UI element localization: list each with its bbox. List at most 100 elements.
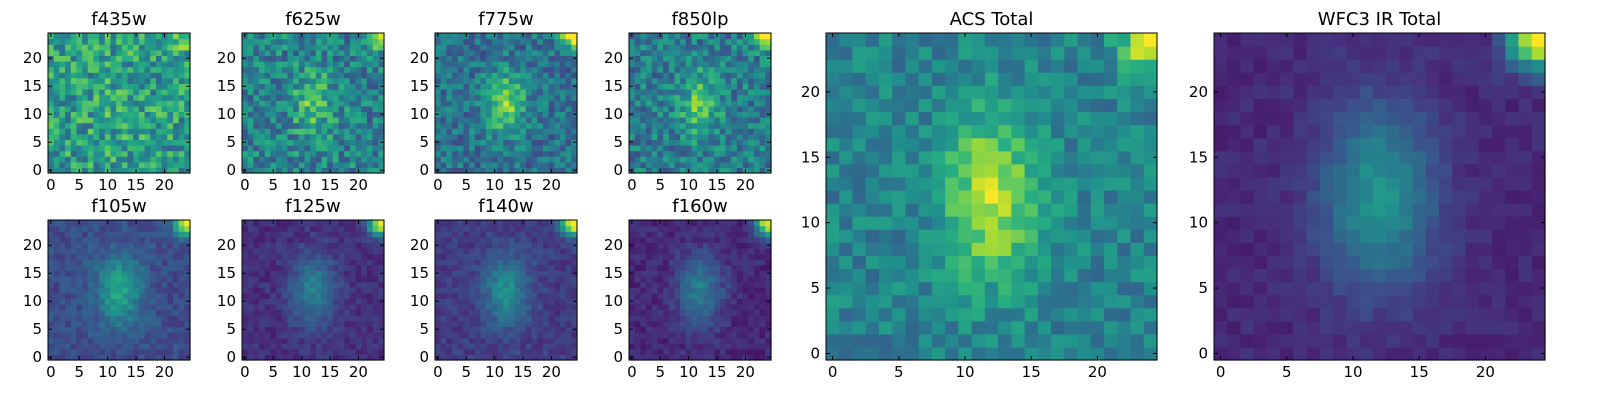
pixel-cell xyxy=(293,265,299,271)
pixel-cell xyxy=(731,117,737,123)
pixel-cell xyxy=(242,61,248,67)
pixel-cell xyxy=(173,89,179,95)
pixel-cell xyxy=(737,343,743,349)
pixel-cell xyxy=(669,95,675,101)
pixel-cell xyxy=(743,276,749,282)
pixel-cell xyxy=(105,106,111,112)
pixel-cell xyxy=(259,72,265,78)
pixel-cell xyxy=(339,106,345,112)
pixel-cell xyxy=(635,349,641,355)
pixel-cell xyxy=(344,321,350,327)
pixel-cell xyxy=(88,145,94,151)
pixel-cell xyxy=(276,349,282,355)
pixel-cell xyxy=(253,315,259,321)
pixel-cell xyxy=(54,106,60,112)
pixel-cell xyxy=(116,287,122,293)
pixel-cell xyxy=(82,139,88,145)
pixel-cell xyxy=(657,72,663,78)
pixel-cell xyxy=(537,270,543,276)
pixel-cell xyxy=(322,220,328,226)
pixel-cell xyxy=(173,50,179,56)
pixel-cell xyxy=(82,304,88,310)
pixel-cell xyxy=(82,242,88,248)
pixel-cell xyxy=(65,270,71,276)
pixel-cell xyxy=(492,231,498,237)
pixel-cell xyxy=(162,298,168,304)
pixel-cell xyxy=(128,139,134,145)
pixel-cell xyxy=(253,254,259,260)
pixel-cell xyxy=(497,117,503,123)
pixel-cell xyxy=(537,33,543,39)
pixel-cell xyxy=(373,237,379,243)
pixel-cell xyxy=(322,78,328,84)
pixel-cell xyxy=(714,44,720,50)
pixel-cell xyxy=(492,259,498,265)
pixel-cell xyxy=(452,78,458,84)
pixel-cell xyxy=(441,100,447,106)
pixel-cell xyxy=(276,44,282,50)
pixel-cell xyxy=(82,265,88,271)
pixel-cell xyxy=(339,321,345,327)
pixel-cell xyxy=(475,61,481,67)
pixel-cell xyxy=(128,151,134,157)
pixel-cell xyxy=(150,134,156,140)
pixel-cell xyxy=(333,123,339,129)
pixel-cell xyxy=(361,282,367,288)
pixel-cell xyxy=(373,50,379,56)
pixel-cell xyxy=(526,111,532,117)
pixel-cell xyxy=(299,55,305,61)
pixel-cell xyxy=(486,326,492,332)
pixel-cell xyxy=(344,343,350,349)
pixel-cell xyxy=(150,231,156,237)
pixel-cell xyxy=(122,78,128,84)
pixel-cell xyxy=(167,89,173,95)
pixel-cell xyxy=(748,162,754,168)
pixel-cell xyxy=(150,332,156,338)
pixel-cell xyxy=(492,83,498,89)
pixel-cell xyxy=(549,242,555,248)
pixel-cell xyxy=(287,128,293,134)
pixel-cell xyxy=(635,293,641,299)
pixel-cell xyxy=(167,55,173,61)
pixel-cell xyxy=(560,78,566,84)
pixel-cell xyxy=(350,106,356,112)
pixel-cell xyxy=(526,310,532,316)
pixel-cell xyxy=(543,134,549,140)
pixel-cell xyxy=(316,33,322,39)
pixel-cell xyxy=(669,293,675,299)
pixel-cell xyxy=(646,61,652,67)
y-tick-label: 15 xyxy=(410,77,429,95)
pixel-cell xyxy=(435,293,441,299)
pixel-cell xyxy=(54,55,60,61)
pixel-cell xyxy=(99,304,105,310)
pixel-cell xyxy=(520,237,526,243)
pixel-cell xyxy=(122,111,128,117)
pixel-cell xyxy=(99,117,105,123)
pixel-cell xyxy=(680,338,686,344)
pixel-cell xyxy=(116,123,122,129)
pixel-cell xyxy=(748,156,754,162)
pixel-cell xyxy=(646,156,652,162)
pixel-cell xyxy=(71,338,77,344)
pixel-cell xyxy=(156,282,162,288)
pixel-cell xyxy=(537,78,543,84)
pixel-cell xyxy=(88,259,94,265)
pixel-cell xyxy=(657,106,663,112)
pixel-cell xyxy=(657,145,663,151)
pixel-cell xyxy=(743,117,749,123)
y-tick-label: 20 xyxy=(23,49,42,67)
pixel-cell xyxy=(59,304,65,310)
pixel-cell xyxy=(560,338,566,344)
pixel-cell xyxy=(737,326,743,332)
pixel-cell xyxy=(167,310,173,316)
pixel-cell xyxy=(133,39,139,45)
pixel-cell xyxy=(88,298,94,304)
pixel-cell xyxy=(179,128,185,134)
pixel-cell xyxy=(265,123,271,129)
pixel-cell xyxy=(726,326,732,332)
pixel-cell xyxy=(503,298,509,304)
pixel-cell xyxy=(367,50,373,56)
pixel-cell xyxy=(463,134,469,140)
pixel-cell xyxy=(754,123,760,129)
pixel-cell xyxy=(82,128,88,134)
